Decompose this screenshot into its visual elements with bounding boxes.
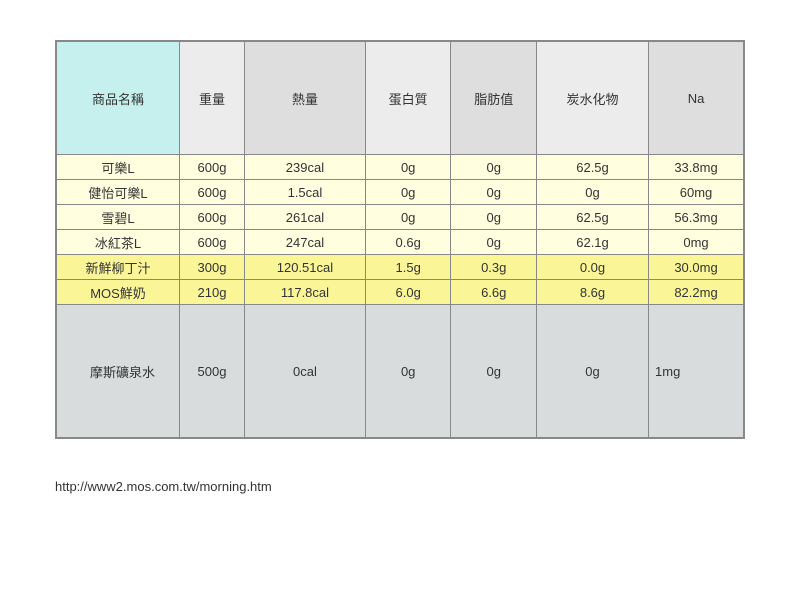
col-carbs: 炭水化物 xyxy=(537,41,649,155)
cell: 6.0g xyxy=(365,280,451,305)
cell: 600g xyxy=(180,180,245,205)
cell: 60mg xyxy=(649,180,744,205)
cell: 1.5g xyxy=(365,255,451,280)
cell: MOS鮮奶 xyxy=(56,280,180,305)
col-sodium: Na xyxy=(649,41,744,155)
table-header-row: 商品名稱 重量 熱量 蛋白質 脂肪值 炭水化物 Na xyxy=(56,41,744,155)
cell: 300g xyxy=(180,255,245,280)
cell: 261cal xyxy=(244,205,365,230)
cell: 62.5g xyxy=(537,155,649,180)
cell: 1mg xyxy=(649,305,744,439)
table-row: 可樂L 600g 239cal 0g 0g 62.5g 33.8mg xyxy=(56,155,744,180)
cell: 600g xyxy=(180,230,245,255)
cell: 0g xyxy=(451,155,537,180)
cell: 600g xyxy=(180,155,245,180)
col-product-name: 商品名稱 xyxy=(56,41,180,155)
table-row: 冰紅茶L 600g 247cal 0.6g 0g 62.1g 0mg xyxy=(56,230,744,255)
cell: 0g xyxy=(451,180,537,205)
cell: 247cal xyxy=(244,230,365,255)
cell: 0.6g xyxy=(365,230,451,255)
cell: 0.3g xyxy=(451,255,537,280)
table-row: 新鮮柳丁汁 300g 120.51cal 1.5g 0.3g 0.0g 30.0… xyxy=(56,255,744,280)
cell: 0g xyxy=(451,305,537,439)
table-row: 雪碧L 600g 261cal 0g 0g 62.5g 56.3mg xyxy=(56,205,744,230)
table-row: 健怡可樂L 600g 1.5cal 0g 0g 0g 60mg xyxy=(56,180,744,205)
cell: 120.51cal xyxy=(244,255,365,280)
cell: 82.2mg xyxy=(649,280,744,305)
cell: 0.0g xyxy=(537,255,649,280)
cell: 0mg xyxy=(649,230,744,255)
table-footer-row: 摩斯礦泉水 500g 0cal 0g 0g 0g 1mg xyxy=(56,305,744,439)
col-fat: 脂肪值 xyxy=(451,41,537,155)
cell: 62.1g xyxy=(537,230,649,255)
cell: 0g xyxy=(365,305,451,439)
nutrition-table: 商品名稱 重量 熱量 蛋白質 脂肪值 炭水化物 Na 可樂L 600g 239c… xyxy=(55,40,745,439)
cell: 新鮮柳丁汁 xyxy=(56,255,180,280)
cell: 健怡可樂L xyxy=(56,180,180,205)
cell: 0g xyxy=(365,205,451,230)
cell: 0g xyxy=(365,180,451,205)
cell: 500g xyxy=(180,305,245,439)
cell: 6.6g xyxy=(451,280,537,305)
cell: 0cal xyxy=(244,305,365,439)
cell: 0g xyxy=(451,205,537,230)
col-protein: 蛋白質 xyxy=(365,41,451,155)
cell: 1.5cal xyxy=(244,180,365,205)
cell: 0g xyxy=(365,155,451,180)
table-row: MOS鮮奶 210g 117.8cal 6.0g 6.6g 8.6g 82.2m… xyxy=(56,280,744,305)
cell: 冰紅茶L xyxy=(56,230,180,255)
cell: 摩斯礦泉水 xyxy=(56,305,180,439)
table-body: 可樂L 600g 239cal 0g 0g 62.5g 33.8mg 健怡可樂L… xyxy=(56,155,744,439)
cell: 0g xyxy=(537,305,649,439)
cell: 62.5g xyxy=(537,205,649,230)
cell: 117.8cal xyxy=(244,280,365,305)
cell: 30.0mg xyxy=(649,255,744,280)
cell: 56.3mg xyxy=(649,205,744,230)
col-weight: 重量 xyxy=(180,41,245,155)
cell: 600g xyxy=(180,205,245,230)
col-calories: 熱量 xyxy=(244,41,365,155)
cell: 210g xyxy=(180,280,245,305)
cell: 33.8mg xyxy=(649,155,744,180)
cell: 239cal xyxy=(244,155,365,180)
cell: 8.6g xyxy=(537,280,649,305)
cell: 0g xyxy=(537,180,649,205)
source-citation: http://www2.mos.com.tw/morning.htm xyxy=(55,479,745,494)
cell: 0g xyxy=(451,230,537,255)
cell: 可樂L xyxy=(56,155,180,180)
cell: 雪碧L xyxy=(56,205,180,230)
